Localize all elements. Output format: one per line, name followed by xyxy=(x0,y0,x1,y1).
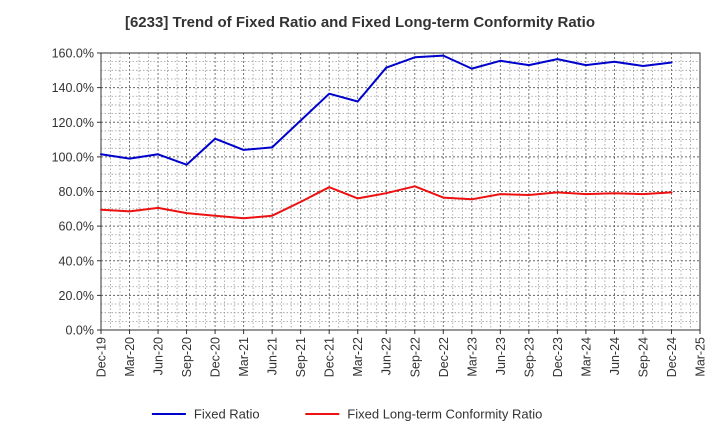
legend-item: Fixed Ratio xyxy=(151,407,260,422)
series-line xyxy=(100,54,673,166)
y-tick-label: 120.0% xyxy=(52,116,94,130)
x-tick-label: Dec-20 xyxy=(209,337,223,377)
x-tick-label: Jun-22 xyxy=(380,337,394,375)
x-tick-label: Sep-22 xyxy=(408,337,422,377)
y-tick-label: 40.0% xyxy=(59,254,94,268)
y-tick-label: 100.0% xyxy=(52,150,94,164)
x-tick-label: Jun-21 xyxy=(266,337,280,375)
x-tick-label: Mar-23 xyxy=(465,337,479,377)
y-tick-label: 160.0% xyxy=(52,47,94,61)
x-tick-label: Sep-24 xyxy=(636,337,650,377)
x-tick-label: Dec-24 xyxy=(665,337,679,377)
x-tick-label: Jun-24 xyxy=(608,337,622,375)
x-tick-label: Dec-21 xyxy=(323,337,337,377)
y-tick-label: 80.0% xyxy=(59,185,94,199)
legend: Fixed Ratio Fixed Long-term Conformity Ra… xyxy=(151,407,542,422)
x-tick-label: Dec-23 xyxy=(551,337,565,377)
grid-lines xyxy=(101,53,700,330)
x-tick-label: Jun-23 xyxy=(494,337,508,375)
x-tick-label: Mar-25 xyxy=(694,337,708,377)
y-tick-label: 0.0% xyxy=(66,324,95,338)
series-line xyxy=(100,185,673,220)
x-tick-label: Jun-20 xyxy=(152,337,166,375)
y-tick-label: 60.0% xyxy=(59,220,94,234)
series-lines xyxy=(100,54,673,220)
x-tick-label: Dec-19 xyxy=(95,337,109,377)
x-tick-label: Mar-21 xyxy=(237,337,251,377)
x-tick-label: Dec-22 xyxy=(437,337,451,377)
legend-label: Fixed Ratio xyxy=(194,407,260,422)
y-tick-label: 140.0% xyxy=(52,81,94,95)
x-tick-label: Mar-22 xyxy=(351,337,365,377)
chart-title: [6233] Trend of Fixed Ratio and Fixed Lo… xyxy=(124,14,596,31)
plot-area xyxy=(101,53,700,330)
x-tick-label: Mar-24 xyxy=(579,337,593,377)
y-tick-label: 20.0% xyxy=(59,289,94,303)
legend-label: Fixed Long-term Conformity Ratio xyxy=(347,407,542,422)
x-tick-label: Mar-20 xyxy=(123,337,137,377)
x-tick-label: Sep-21 xyxy=(294,337,308,377)
x-tick-label: Sep-23 xyxy=(522,337,536,377)
x-tick-label: Sep-20 xyxy=(180,337,194,377)
legend-item: Fixed Long-term Conformity Ratio xyxy=(305,407,542,422)
axes: 0.0% 20.0% 40.0% 60.0% 80.0% 100.0% 120.0% 140.… xyxy=(52,47,708,378)
